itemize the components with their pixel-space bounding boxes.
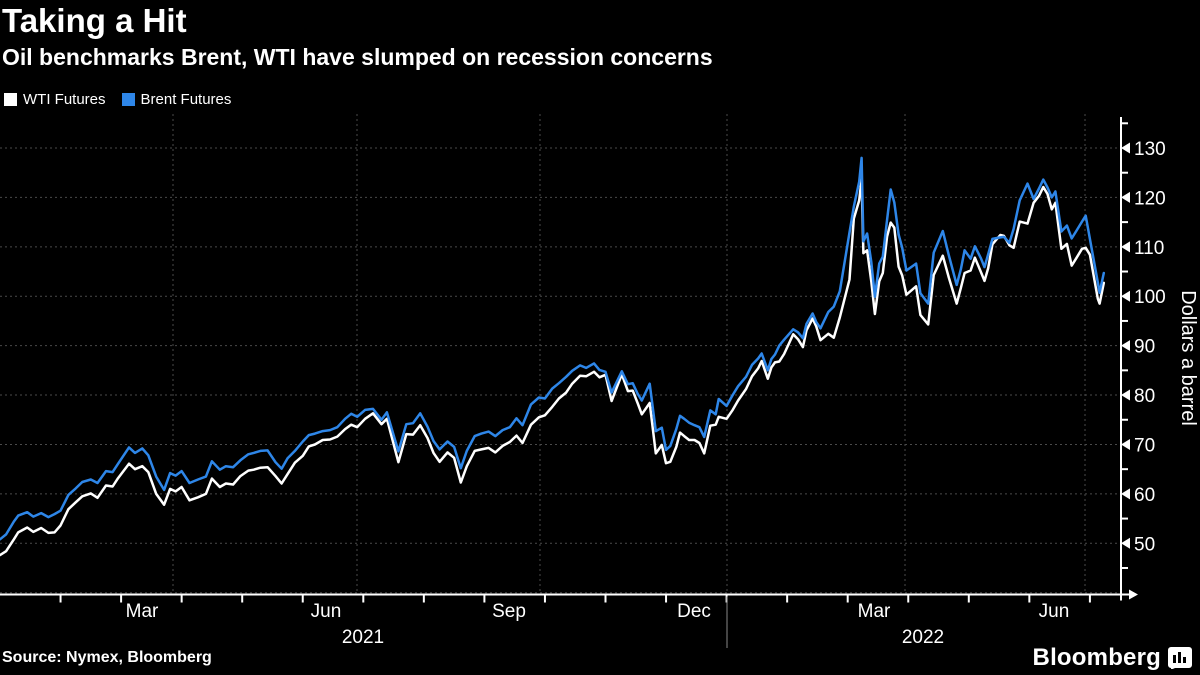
- bloomberg-chart-icon: [1168, 647, 1192, 669]
- y-tick-label: 50: [1134, 534, 1155, 555]
- bloomberg-wordmark: Bloomberg: [1032, 644, 1161, 671]
- y-tick-arrow-icon: [1121, 488, 1130, 500]
- y-tick-label: 70: [1134, 435, 1155, 456]
- y-tick-arrow-icon: [1121, 389, 1130, 401]
- x-year-label: 2021: [342, 627, 384, 648]
- y-tick-label: 80: [1134, 386, 1155, 407]
- y-tick-arrow-icon: [1121, 241, 1130, 253]
- x-month-label: Dec: [677, 601, 711, 622]
- legend-item-wti: WTI Futures: [4, 91, 106, 108]
- wti-swatch-icon: [4, 93, 17, 106]
- y-tick-label: 90: [1134, 337, 1155, 358]
- y-tick-label: 110: [1134, 238, 1164, 259]
- brent-swatch-icon: [121, 93, 135, 106]
- wti-futures-line: [0, 177, 1106, 557]
- x-month-label: Jun: [311, 601, 342, 622]
- y-tick-arrow-icon: [1121, 142, 1130, 154]
- y-tick-label: 130: [1134, 139, 1166, 160]
- chart-subtitle: Oil benchmarks Brent, WTI have slumped o…: [2, 44, 713, 70]
- legend-label-brent: Brent Futures: [140, 91, 232, 108]
- y-tick-arrow-icon: [1121, 438, 1130, 450]
- x-year-label: 2022: [902, 627, 944, 648]
- bloomberg-logo: Bloomberg: [1033, 644, 1192, 672]
- y-tick-arrow-icon: [1121, 290, 1130, 302]
- y-tick-arrow-icon: [1121, 340, 1130, 352]
- legend: WTI Futures Brent Futures: [4, 91, 231, 108]
- y-axis-title: Dollars a barrel: [1177, 290, 1199, 426]
- source-note: Source: Nymex, Bloomberg: [2, 649, 212, 666]
- x-month-label: Sep: [492, 601, 526, 622]
- chart-title: Taking a Hit: [2, 2, 187, 39]
- x-month-label: Mar: [858, 601, 891, 622]
- y-tick-label: 60: [1134, 485, 1155, 506]
- y-tick-label: 120: [1134, 188, 1166, 209]
- x-month-label: Mar: [126, 601, 159, 622]
- y-tick-arrow-icon: [1121, 191, 1130, 203]
- legend-item-brent: Brent Futures: [121, 91, 232, 108]
- x-axis-arrow-icon: [1129, 589, 1138, 600]
- legend-label-wti: WTI Futures: [23, 91, 106, 108]
- brent-futures-line: [0, 156, 1106, 541]
- y-tick-label: 100: [1134, 287, 1166, 308]
- y-tick-arrow-icon: [1121, 537, 1130, 549]
- x-month-label: Jun: [1039, 601, 1070, 622]
